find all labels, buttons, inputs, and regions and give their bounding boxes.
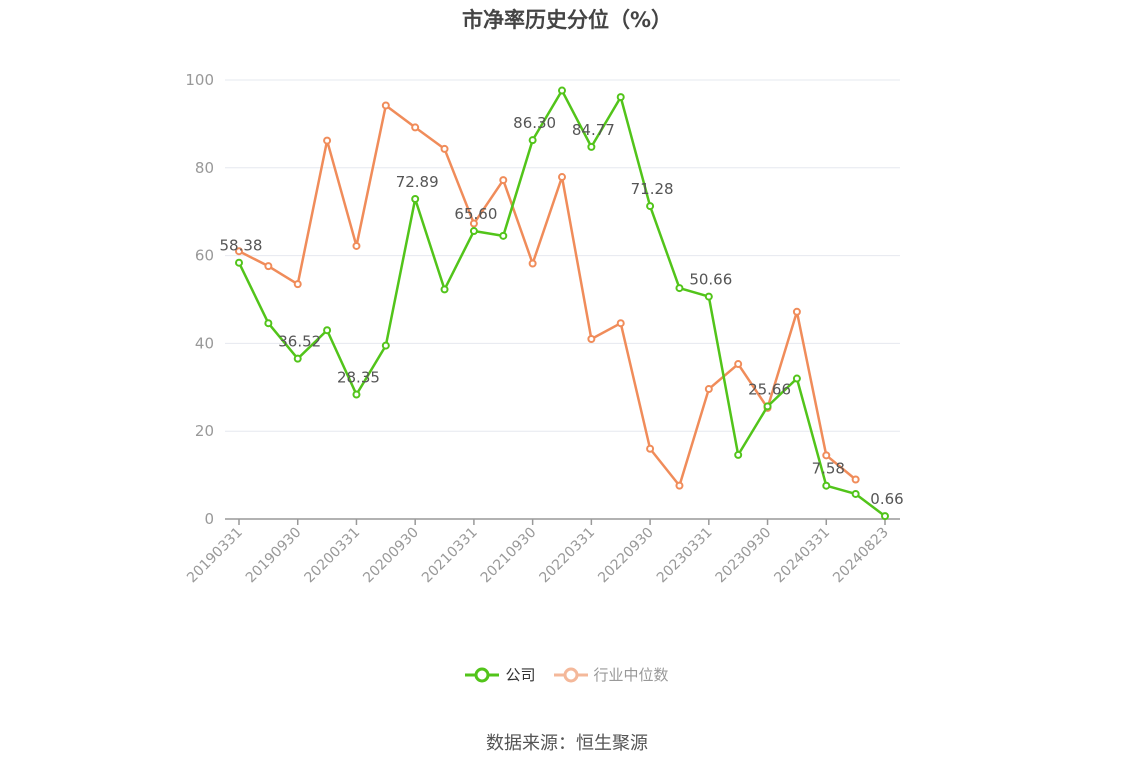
company-data-point — [587, 142, 596, 151]
industry-data-point — [411, 123, 420, 132]
x-tick-label: 20230930 — [713, 525, 775, 587]
company-data-point — [528, 136, 537, 145]
x-tick-label: 20190331 — [184, 525, 246, 587]
data-label: 84.77 — [572, 121, 615, 139]
data-source: 数据来源：恒生聚源 — [486, 733, 648, 754]
x-tick-label: 20210930 — [478, 525, 540, 587]
x-tick-label: 20230331 — [654, 525, 716, 587]
x-tick-label: 20190930 — [243, 525, 305, 587]
y-tick-label: 0 — [204, 510, 214, 528]
industry-data-point — [528, 259, 537, 268]
company-data-point — [763, 402, 772, 411]
company-data-point — [822, 481, 831, 490]
company-data-point — [440, 285, 449, 294]
legend-label-industry-median: 行业中位数 — [593, 666, 669, 684]
industry-data-point — [323, 136, 332, 145]
legend-item-industry-median[interactable]: 行业中位数 — [553, 664, 669, 685]
industry-data-point — [381, 101, 390, 110]
industry-data-point — [646, 444, 655, 453]
industry-data-point — [851, 475, 860, 484]
industry-data-point — [792, 307, 801, 316]
company-data-point — [293, 354, 302, 363]
data-label: 0.66 — [870, 490, 903, 508]
company-data-point — [851, 489, 860, 498]
data-label: 25.66 — [748, 380, 791, 398]
industry-data-point — [587, 335, 596, 344]
industry-data-point — [499, 176, 508, 185]
company-data-point — [704, 292, 713, 301]
company-data-point — [734, 450, 743, 459]
x-tick-label: 20210331 — [419, 525, 481, 587]
legend-industry-marker-icon — [553, 667, 588, 682]
company-data-point — [616, 93, 625, 102]
y-tick-label: 20 — [195, 422, 214, 440]
data-label: 7.58 — [812, 460, 845, 478]
company-data-point — [558, 86, 566, 95]
industry-data-point — [293, 280, 302, 289]
data-label: 86.30 — [513, 114, 556, 132]
legend: 公司 行业中位数 — [0, 664, 1134, 685]
data-label: 36.52 — [278, 333, 321, 351]
x-tick-label: 20220331 — [536, 525, 598, 587]
company-data-point — [411, 195, 420, 204]
data-label: 72.89 — [396, 173, 439, 191]
industry-data-point — [440, 144, 449, 153]
legend-label-company: 公司 — [505, 666, 536, 684]
data-label: 58.38 — [220, 237, 263, 255]
x-tick-label: 20200930 — [360, 525, 422, 587]
company-data-point — [675, 284, 684, 293]
industry-data-point — [469, 219, 478, 228]
industry-data-point — [616, 319, 625, 328]
company-data-point — [881, 512, 889, 521]
data-label: 65.60 — [454, 205, 497, 223]
x-tick-label: 20220930 — [595, 525, 657, 587]
x-tick-label: 20200331 — [302, 525, 364, 587]
company-data-point — [264, 319, 273, 328]
y-tick-label: 80 — [195, 159, 214, 177]
y-tick-label: 60 — [195, 247, 214, 265]
legend-company-marker-icon — [465, 667, 500, 682]
company-data-point — [352, 390, 361, 399]
industry-data-point — [235, 247, 243, 256]
industry-data-point — [822, 451, 831, 460]
company-data-point — [381, 341, 390, 350]
industry-data-point — [675, 481, 684, 490]
chart-title: 市净率历史分位（%） — [461, 8, 673, 32]
company-data-point — [646, 202, 655, 211]
legend-item-company[interactable]: 公司 — [465, 664, 536, 685]
company-data-point — [469, 227, 478, 236]
x-tick-label: 20240823 — [830, 525, 892, 587]
x-tick-label: 20240331 — [771, 525, 833, 587]
industry-data-point — [704, 385, 713, 394]
y-tick-label: 40 — [195, 334, 214, 352]
company-data-point — [792, 374, 801, 383]
industry-data-point — [734, 360, 743, 369]
data-label: 71.28 — [631, 180, 674, 198]
company-series-line — [237, 89, 886, 518]
company-data-point — [499, 231, 508, 240]
company-data-point — [323, 326, 332, 335]
data-label: 50.66 — [689, 271, 732, 289]
industry-data-point — [352, 241, 361, 250]
y-tick-label: 100 — [185, 71, 214, 89]
industry-data-point — [558, 173, 566, 182]
industry-data-point — [264, 262, 273, 271]
company-data-point — [235, 258, 243, 267]
data-label: 28.35 — [337, 369, 380, 387]
industry-series-line — [238, 104, 857, 487]
